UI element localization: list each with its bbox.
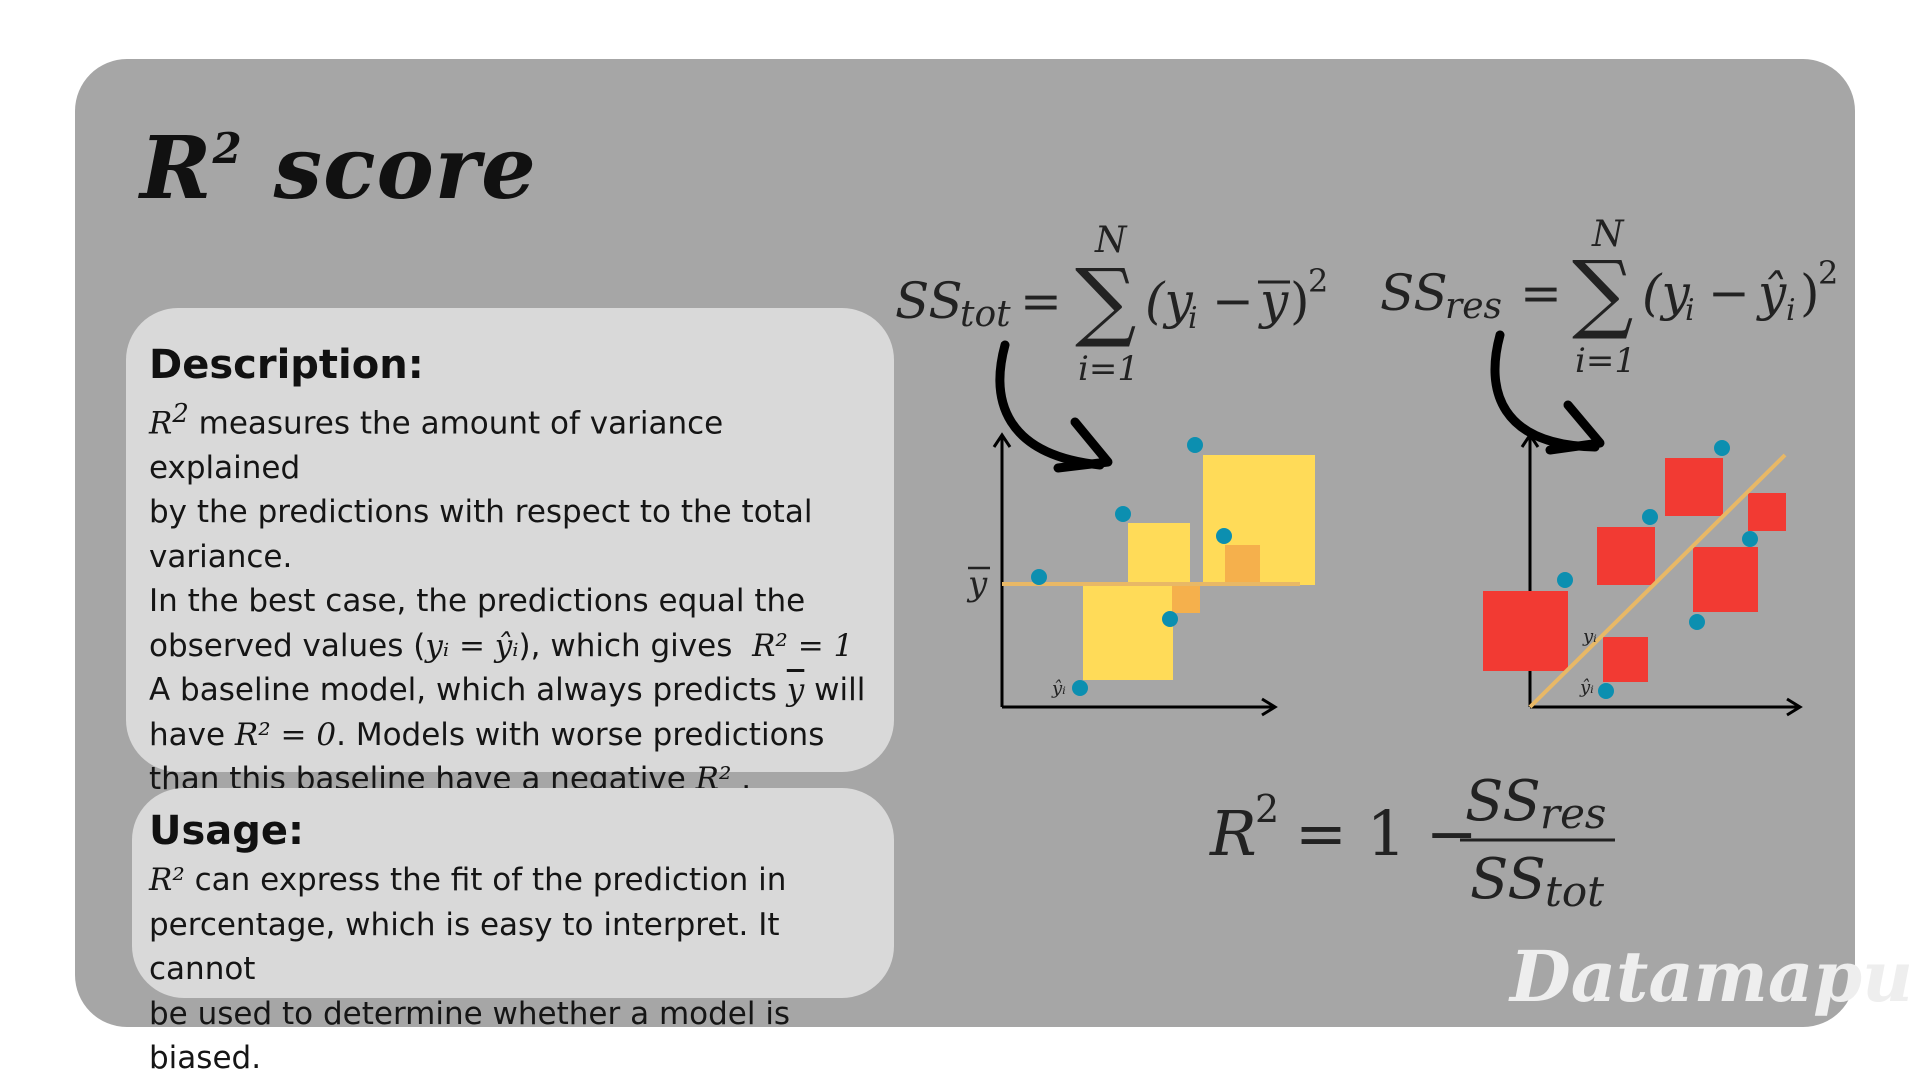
data-point [1557,572,1573,588]
ss-tot-formula: SS tot = ∑ N i=1 (y i − y ) 2 [895,220,1328,389]
square [1083,585,1173,680]
usage-panel: Usage: R² can express the fit of the pre… [132,788,894,1076]
svg-text:−: − [1212,272,1254,330]
svg-text:= 1 −: = 1 − [1295,797,1478,870]
svg-text:(y: (y [1145,272,1194,330]
svg-text:SS: SS [1470,847,1546,912]
svg-text:i=1: i=1 [1575,341,1636,381]
description-panel: Description: R2 measures the amount of v… [126,308,894,797]
svg-text:2: 2 [1255,787,1279,831]
square [1597,527,1655,585]
ss-res-formula: SS res = ∑ N i=1 (y i − ŷ i ) 2 [1380,214,1838,381]
square [1128,523,1190,585]
datamapu-watermark: Datamapu [1510,935,1914,1018]
svg-text:SS: SS [1465,769,1541,834]
square [1172,585,1200,613]
svg-text:(y: (y [1642,264,1691,322]
data-point [1162,611,1178,627]
description-text: R2 measures the amount of variance expla… [149,399,866,798]
data-point [1742,531,1758,547]
svg-text:−: − [1708,264,1750,322]
usage-heading: Usage: [149,808,305,854]
data-points [1031,437,1232,696]
ybar-label: y [966,564,988,604]
svg-text:=: = [1020,272,1062,330]
svg-text:): ) [1290,272,1310,330]
svg-text:res: res [1540,789,1607,838]
svg-text:i: i [1685,293,1695,328]
svg-text:SS: SS [895,272,963,330]
data-point [1216,528,1232,544]
svg-text:i: i [1188,301,1198,336]
usage-text: R² can express the fit of the prediction… [149,862,791,1076]
svg-text:N: N [1591,214,1625,255]
square [1603,637,1648,682]
yhat-label: ŷᵢ [1579,677,1594,698]
r2-formula: R 2 = 1 − SS res SS tot [1209,769,1615,916]
svg-text:2: 2 [1308,262,1328,300]
yhat-label: ŷᵢ [1051,678,1066,699]
ss-tot-diagram: y ŷᵢ [966,340,1315,717]
svg-text:tot: tot [1545,867,1604,916]
svg-text:R: R [1209,797,1257,870]
svg-text:i: i [1786,293,1796,328]
svg-text:∑: ∑ [1572,243,1633,343]
data-point [1714,440,1730,456]
square [1693,547,1758,612]
svg-text:∑: ∑ [1075,251,1136,351]
svg-text:): ) [1800,264,1820,322]
data-point [1642,509,1658,525]
svg-text:2: 2 [1818,254,1838,292]
svg-text:=: = [1520,264,1562,322]
square [1483,591,1568,671]
svg-text:ŷ: ŷ [1756,264,1787,322]
square [1748,493,1786,531]
data-points [1557,440,1758,699]
ss-res-diagram: yᵢ ŷᵢ [1483,330,1803,717]
y-label: yᵢ [1582,626,1597,647]
page-title: R2 score [140,118,537,219]
svg-text:tot: tot [960,294,1011,335]
data-point [1031,569,1047,585]
svg-text:N: N [1094,220,1128,261]
curved-arrow-icon [995,340,1105,470]
data-point [1072,680,1088,696]
description-heading: Description: [149,342,424,388]
svg-text:i=1: i=1 [1078,349,1139,389]
regression-line [1528,453,1787,709]
data-point [1187,437,1203,453]
square [1225,545,1260,585]
svg-text:SS: SS [1380,264,1448,322]
data-point [1115,506,1131,522]
data-point [1689,614,1705,630]
square [1665,458,1723,516]
svg-text:res: res [1445,286,1502,327]
data-point [1598,683,1614,699]
